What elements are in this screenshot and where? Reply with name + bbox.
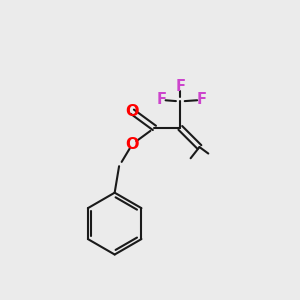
- Text: O: O: [126, 104, 139, 119]
- Text: F: F: [156, 92, 166, 107]
- Text: O: O: [126, 136, 139, 152]
- Text: F: F: [196, 92, 206, 107]
- Text: F: F: [175, 79, 185, 94]
